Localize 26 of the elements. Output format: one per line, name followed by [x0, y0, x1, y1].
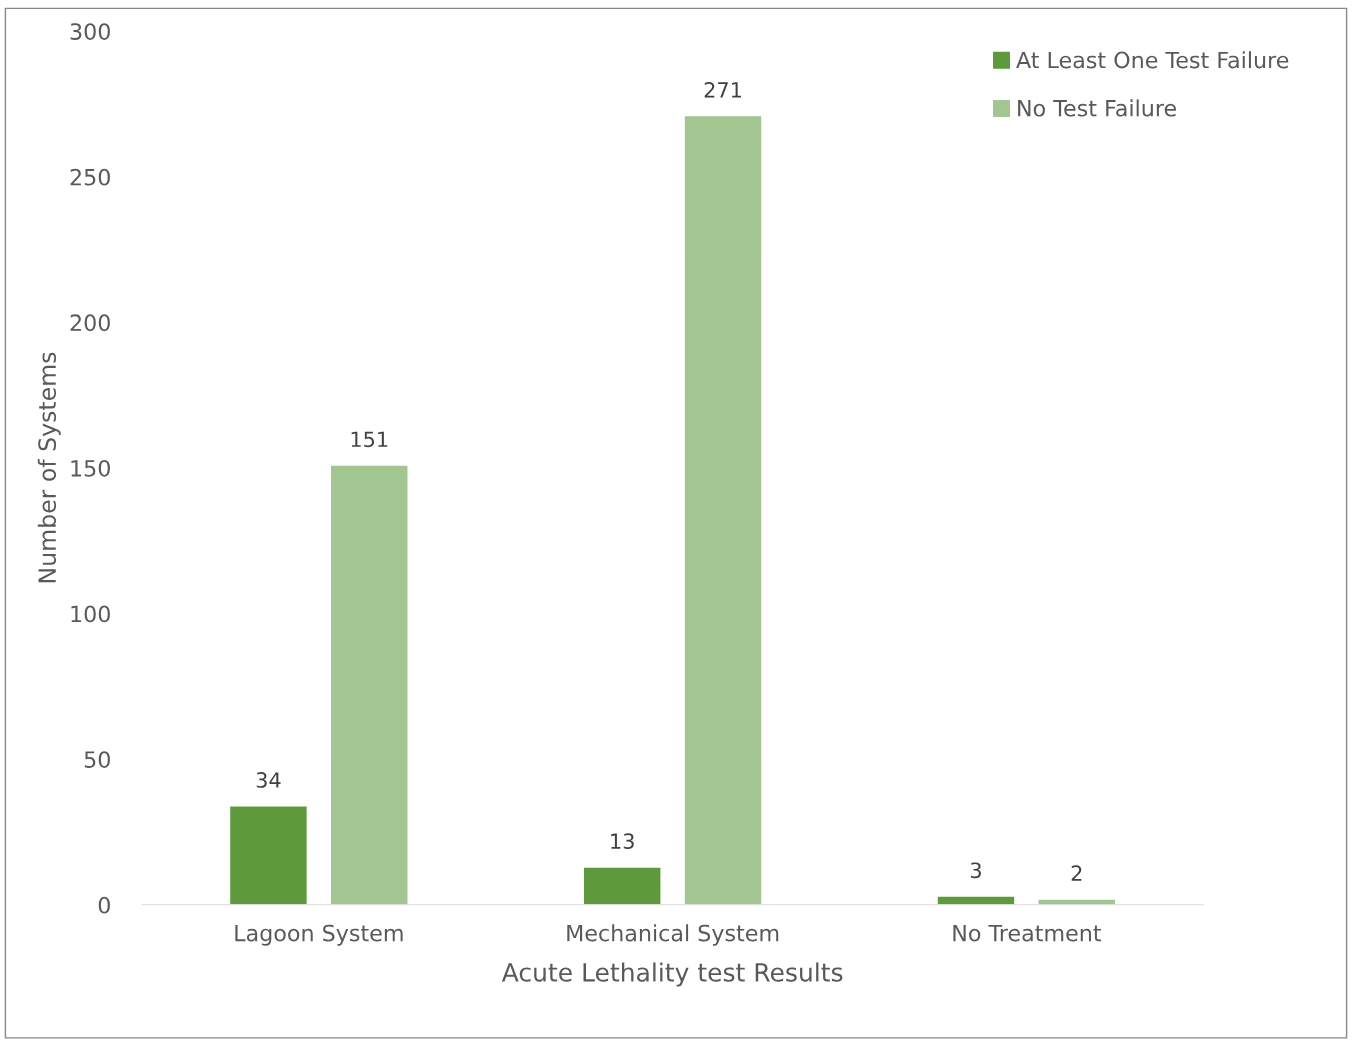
data-label: 271: [704, 81, 741, 98]
legend-label: No Test Failure: [1018, 99, 1176, 117]
data-label: 151: [351, 431, 388, 448]
bar: [329, 464, 409, 905]
data-label: 34: [256, 772, 281, 788]
x-tick-label: Mechanical System: [567, 924, 779, 946]
y-tick-label: 0: [98, 896, 110, 914]
y-tick-label: 50: [84, 751, 110, 768]
y-tick-label: 250: [70, 168, 110, 186]
x-tick-label: No Treatment: [953, 924, 1102, 942]
y-tick-label: 200: [70, 314, 110, 332]
y-tick-label: 300: [70, 23, 110, 40]
y-axis-title: Number of Systems: [37, 352, 61, 583]
data-label: 3: [970, 862, 981, 879]
y-tick-label: 150: [71, 459, 110, 477]
bar: [228, 805, 309, 905]
bar: [683, 114, 763, 905]
y-tick-label: 100: [71, 605, 110, 623]
data-label: 2: [1071, 865, 1082, 881]
bar: [1037, 898, 1117, 905]
legend-label: At Least One Test Failure: [1016, 51, 1289, 69]
x-axis-title: Acute Lethality test Results: [501, 962, 843, 987]
data-label: 13: [611, 833, 634, 850]
x-tick-label: Lagoon System: [235, 924, 403, 946]
bar: [582, 866, 662, 905]
bar: [936, 895, 1016, 905]
